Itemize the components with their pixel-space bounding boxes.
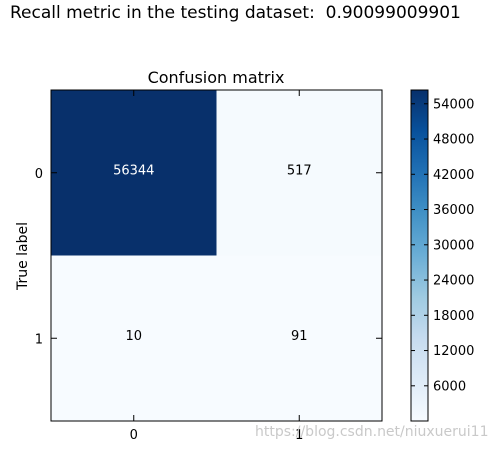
y-tick-label-1: 1	[35, 332, 43, 347]
plot-frame	[50, 89, 383, 422]
colorbar	[410, 89, 429, 422]
matrix-cell-0-0	[51, 90, 217, 256]
matrix-cell-1-0	[51, 255, 217, 421]
cell-labels: 56344 517 10 91	[113, 163, 312, 344]
colorbar-tick-label-3: 24000	[433, 274, 474, 289]
x-tick-label-1: 1	[295, 428, 303, 443]
colorbar-tick-label-2: 18000	[433, 309, 474, 324]
cell-value-0-0: 56344	[113, 163, 154, 178]
cell-value-1-1: 91	[291, 329, 308, 344]
colorbar-tick-label-6: 42000	[433, 168, 474, 183]
cell-value-0-1: 517	[287, 163, 312, 178]
x-tick-label-0: 0	[130, 428, 138, 443]
colorbar-ticks: 6000 12000 18000 24000 30000 36000 42000 48000 5…	[411, 97, 474, 394]
matrix-cells	[51, 90, 382, 421]
matrix-cell-0-1	[216, 90, 382, 256]
header-text: Recall metric in the testing dataset: 0.…	[10, 3, 461, 23]
y-axis-label: True label	[15, 222, 31, 291]
colorbar-tick-label-7: 48000	[433, 133, 474, 148]
header-title: Recall metric in the testing dataset:	[10, 3, 315, 23]
colorbar-tick-label-1: 12000	[433, 344, 474, 359]
colorbar-tick-label-5: 36000	[433, 203, 474, 218]
y-tick-label-0: 0	[35, 167, 43, 182]
axis-ticks: 0 101	[35, 90, 382, 443]
colorbar-tick-label-8: 54000	[433, 97, 474, 112]
cell-value-1-0: 10	[125, 329, 142, 344]
watermark: https://blog.csdn.net/niuxuerui11	[255, 424, 489, 440]
colorbar-tick-label-4: 30000	[433, 238, 474, 253]
header-value: 0.90099009901	[325, 3, 461, 23]
colorbar-tick-label-0: 6000	[433, 379, 466, 394]
matrix-cell-1-1	[216, 255, 382, 421]
chart-title: Confusion matrix	[148, 68, 285, 87]
